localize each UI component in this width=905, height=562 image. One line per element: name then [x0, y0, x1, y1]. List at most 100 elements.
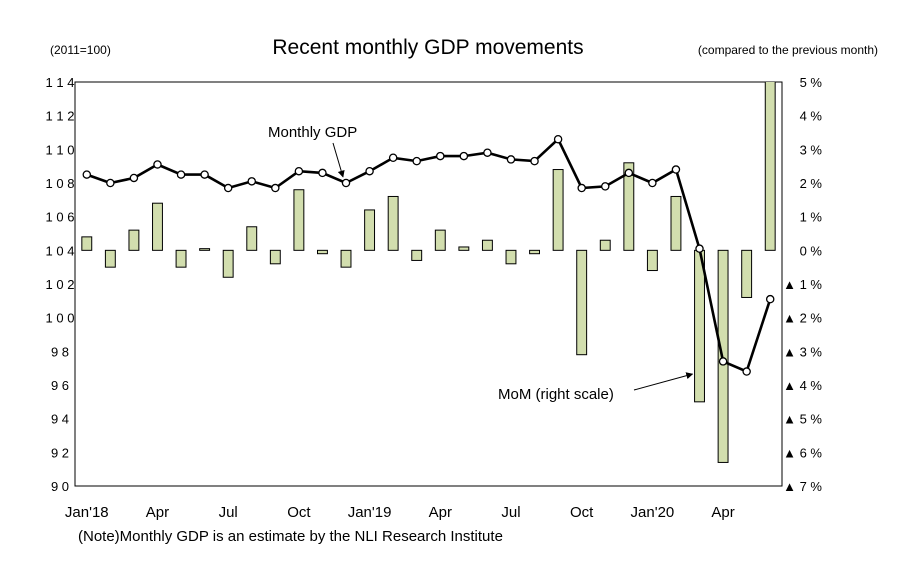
mom-arrow: [633, 372, 694, 391]
chart-note: (Note)Monthly GDP is an estimate by the …: [78, 528, 503, 545]
monthly-gdp-point: [436, 151, 445, 161]
monthly-gdp-point: [223, 183, 233, 193]
mom-bar: [694, 249, 705, 403]
right-tick-label: ▲ 2 %: [783, 311, 822, 326]
annotations: Monthly GDP MoM (right scale): [268, 124, 694, 403]
monthly-gdp-point: [742, 367, 751, 376]
mom-bar: [81, 236, 93, 251]
mom-bar: [576, 249, 588, 356]
monthly-gdp-point: [82, 170, 92, 179]
chart-title: Recent monthly GDP movements: [272, 36, 583, 59]
x-tick-label: Oct: [287, 504, 311, 521]
monthly-gdp-series-line: [86, 137, 772, 374]
monthly-gdp-point: [153, 160, 162, 169]
right-tick-label: ▲ 7 %: [783, 479, 822, 494]
mom-bar: [764, 82, 776, 251]
left-tick-label: 9 6: [51, 378, 69, 393]
right-tick-label: 4 %: [800, 109, 823, 124]
plot-area: [74, 81, 783, 487]
monthly-gdp-point: [388, 153, 398, 162]
monthly-gdp-point: [129, 173, 139, 183]
monthly-gdp-point: [506, 155, 516, 164]
mom-annotation: MoM (right scale): [498, 386, 614, 403]
monthly-gdp-point: [671, 165, 681, 174]
mom-bars: [81, 82, 776, 463]
monthly-gdp-point: [412, 156, 421, 166]
right-tick-label: 3 %: [800, 142, 823, 157]
left-tick-label: 1 1 2: [46, 109, 75, 124]
right-tick-label: 1 %: [800, 210, 823, 225]
mom-bar: [128, 229, 140, 251]
right-axis: 5 % 4 % 3 % 2 % 1 % 0 % ▲ 1 % ▲ 2 % ▲ 3 % ▲ 4 % ▲ …: [783, 75, 822, 494]
mom-bar: [505, 249, 517, 265]
left-tick-label: 1 1 4: [46, 75, 75, 90]
monthly-gdp-point: [577, 183, 586, 193]
monthly-gdp-point: [271, 183, 280, 193]
monthly-gdp-point: [530, 156, 539, 166]
monthly-gdp-point: [765, 294, 775, 304]
mom-bar: [175, 249, 187, 268]
mom-bar: [670, 195, 682, 251]
monthly-gdp-line: [82, 134, 775, 376]
left-tick-label: 1 1 0: [46, 142, 75, 157]
mom-bar: [317, 249, 328, 255]
left-tick-label: 1 0 4: [46, 243, 75, 258]
mom-bar: [152, 202, 163, 251]
mom-bar: [387, 195, 399, 251]
monthly-gdp-point: [718, 357, 728, 366]
right-tick-label: ▲ 3 %: [783, 344, 822, 359]
x-axis: Jan'18 Apr Jul Oct Jan'19 Apr Jul Oct Jan'20 Apr: [65, 504, 735, 521]
right-tick-label: ▲ 1 %: [783, 277, 822, 292]
monthly-gdp-point: [341, 178, 351, 188]
x-tick-label: Oct: [570, 504, 594, 521]
monthly-gdp-point: [294, 166, 304, 176]
mom-bar: [434, 229, 446, 251]
right-tick-label: ▲ 6 %: [783, 445, 822, 460]
left-axis: 9 0 9 2 9 4 9 6 9 8 1 0 0 1 0 2 1 0 4 1 0 6 1 0 8…: [46, 75, 75, 494]
monthly-gdp-point: [459, 151, 469, 161]
left-tick-label: 1 0 2: [46, 277, 75, 292]
monthly-gdp-annotation: Monthly GDP: [268, 124, 357, 141]
monthly-gdp-point: [106, 178, 115, 188]
left-tick-label: 1 0 6: [46, 210, 75, 225]
x-tick-label: Jul: [501, 504, 520, 521]
monthly-gdp-point: [624, 168, 634, 178]
x-tick-label: Jan'18: [65, 504, 109, 521]
mom-bar: [529, 249, 540, 255]
left-tick-label: 9 2: [51, 445, 69, 460]
monthly-gdp-arrow: [332, 142, 345, 178]
mom-bar: [741, 249, 753, 298]
mom-bar: [340, 249, 352, 268]
mom-bar: [623, 162, 635, 251]
monthly-gdp-point: [601, 182, 610, 191]
x-tick-label: Jul: [219, 504, 238, 521]
x-tick-label: Jan'20: [631, 504, 675, 521]
mom-bar: [104, 249, 116, 268]
x-tick-label: Apr: [429, 504, 452, 521]
mom-bar: [246, 226, 258, 251]
monthly-gdp-point: [365, 166, 374, 176]
monthly-gdp-point: [695, 244, 704, 253]
mom-bar: [293, 189, 305, 251]
mom-bar: [199, 248, 211, 251]
right-tick-label: 5 %: [800, 75, 823, 90]
right-tick-label: 0 %: [800, 243, 823, 258]
right-tick-label: 2 %: [800, 176, 823, 191]
mom-bar: [364, 209, 376, 251]
mom-bar: [222, 249, 234, 278]
mom-bar: [552, 169, 564, 251]
monthly-gdp-point: [648, 178, 657, 188]
mom-bar: [458, 246, 470, 251]
x-tick-label: Apr: [711, 504, 734, 521]
left-axis-unit: (2011=100): [50, 43, 111, 57]
mom-bar: [599, 239, 611, 251]
left-tick-label: 9 4: [51, 412, 69, 427]
monthly-gdp-point: [247, 177, 256, 186]
mom-bar: [481, 239, 493, 251]
monthly-gdp-point: [483, 148, 492, 157]
mom-bar: [411, 249, 423, 261]
mom-bar: [269, 249, 281, 265]
right-axis-unit: (compared to the previous month): [698, 43, 878, 57]
right-tick-label: ▲ 4 %: [783, 378, 822, 393]
